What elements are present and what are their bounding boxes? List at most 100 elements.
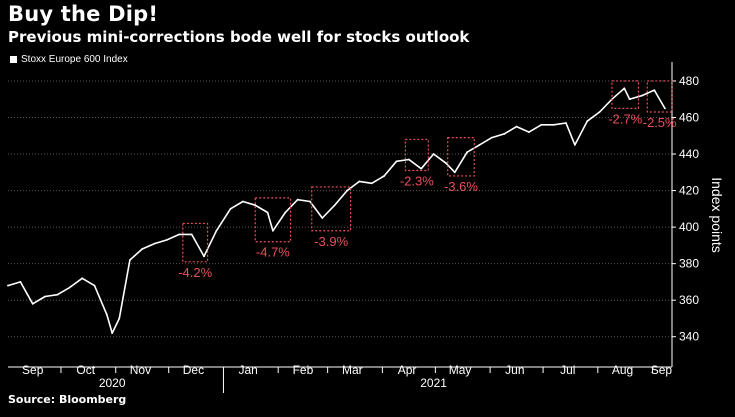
data-point [296,198,299,201]
data-point [81,277,84,280]
data-point [573,144,576,146]
axis-lines [8,62,676,393]
legend: Stoxx Europe 600 Index [10,54,128,65]
data-point [111,332,114,334]
data-point [309,200,311,203]
data-point [333,204,336,207]
data-point [203,255,205,258]
x-tick-label: Mar [342,363,363,377]
data-point [229,207,232,210]
x-tick-label: Nov [130,363,151,377]
x-tick-label: Feb [293,363,314,377]
annotation-label: -3.9% [314,234,348,249]
data-point [346,189,348,192]
data-point [478,144,481,146]
data-point [141,248,144,250]
data-point [271,229,274,232]
tick-labels: 340 360 380 400 420 440 460 480 Sep Oct Nov Dec Jan F… [22,74,699,390]
data-point [445,162,447,165]
x-tick-label: Jun [505,363,524,377]
data-point [128,259,131,261]
data-point [266,211,269,214]
data-point [105,313,108,316]
annotation-box [611,80,640,109]
y-tick-label: 480 [679,74,699,88]
data-point [68,286,71,289]
y-tick-label: 420 [679,184,699,198]
data-point [395,160,398,163]
annotation-box [447,136,475,177]
y-tick-label: 340 [679,330,699,344]
y-tick-label: 380 [679,257,699,271]
annotation-box [646,80,673,113]
year-label: 2020 [99,376,126,390]
data-point [598,111,601,113]
source-note: Source: Bloomberg [8,393,127,406]
y-axis-label: Index points [709,177,725,253]
y-tick-label: 400 [679,220,699,234]
x-tick-label: Jan [238,363,257,377]
data-point [528,131,530,134]
annotation-box [311,186,352,232]
annotation-label: -2.7% [608,111,642,126]
data-point [653,89,656,91]
data-point [466,151,469,154]
annotation-group: -4.2% -4.7% -3.9% -2.3% -3.6% -2.7% -2.5% [178,80,677,280]
x-tick-label: Jul [560,363,575,377]
chart-subtitle: Previous mini-corrections bode well for … [8,28,470,46]
data-point [153,242,156,245]
data-point [515,125,518,128]
data-point [623,87,626,90]
data-point [358,180,361,183]
data-point [453,171,456,174]
data-point [503,133,506,135]
y-tick-label: 360 [679,293,699,307]
annotation-label: -4.2% [178,265,212,280]
data-point [56,293,59,296]
x-tick-label: Sep [651,363,673,377]
x-tick-label: Dec [183,363,204,377]
data-point [586,120,589,123]
series-group [7,87,666,334]
annotation-label: -3.6% [444,179,478,194]
data-point [321,217,324,219]
data-point [178,233,181,236]
data-point [7,284,9,287]
year-label: 2021 [420,376,447,390]
annotation-box [182,222,209,263]
legend-swatch [10,56,17,63]
data-point [540,123,543,126]
data-point [420,167,423,170]
data-point [44,295,46,298]
x-tick-label: Oct [76,363,95,377]
data-point [552,123,555,126]
annotation-label: -2.5% [643,115,677,130]
data-point [490,136,493,139]
legend-label: Stoxx Europe 600 Index [21,54,128,65]
data-point [383,175,386,177]
y-tick-label: 460 [679,111,699,125]
annotation-box [404,138,429,172]
data-point [565,122,567,124]
data-point [31,302,34,305]
annotation-label: -4.7% [256,245,290,260]
data-point [93,284,96,287]
y-tick-label: 440 [679,147,699,161]
series-line [7,87,666,334]
data-point [19,281,22,283]
annotation-box [254,197,292,243]
data-point [432,153,435,155]
x-tick-label: May [449,363,472,377]
data-point [254,204,257,207]
data-point [641,94,643,97]
data-point [166,239,168,241]
x-tick-label: Apr [398,363,417,377]
data-point [215,229,218,232]
data-point [407,158,410,161]
data-point [241,200,244,203]
grid-lines [8,80,672,338]
data-point [370,182,373,185]
data-point [190,233,193,236]
data-point [628,98,631,101]
